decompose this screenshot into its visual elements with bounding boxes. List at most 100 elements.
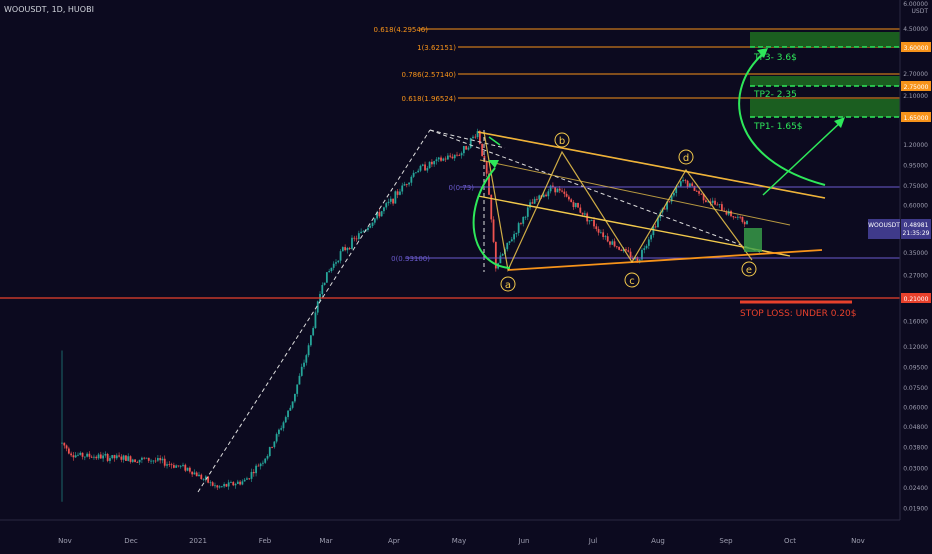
candle-body bbox=[321, 284, 324, 294]
candle-body bbox=[449, 155, 452, 157]
candle-body bbox=[684, 179, 687, 181]
time-label: Nov bbox=[58, 537, 72, 545]
candle-body bbox=[120, 456, 123, 460]
candle-body bbox=[636, 257, 639, 263]
tag-3.6: 3.60000 bbox=[904, 45, 929, 52]
candle-body bbox=[499, 255, 502, 264]
candle-body bbox=[739, 216, 742, 218]
candle-body bbox=[419, 165, 422, 171]
candle-body bbox=[291, 401, 294, 408]
candle-body bbox=[725, 211, 728, 215]
candle-body bbox=[248, 478, 251, 480]
fib-label-0618-top: 0.618(4.29546) bbox=[374, 26, 429, 34]
dash-line-down bbox=[429, 129, 761, 253]
stop-loss-label: STOP LOSS: UNDER 0.20$ bbox=[740, 309, 857, 319]
candle-body bbox=[67, 448, 70, 454]
wave-labels: a b c d e bbox=[500, 132, 757, 292]
candle-body bbox=[451, 156, 454, 159]
arc-arrow-right bbox=[738, 51, 826, 186]
candle-body bbox=[602, 232, 605, 237]
candle-body bbox=[673, 193, 675, 196]
candle-body bbox=[316, 301, 319, 313]
candle-body bbox=[154, 460, 157, 462]
candle-body bbox=[104, 453, 107, 456]
candle-body bbox=[83, 456, 86, 458]
candle-body bbox=[172, 465, 175, 468]
candle-body bbox=[545, 194, 547, 197]
candle-body bbox=[145, 457, 148, 459]
candle-body bbox=[195, 472, 198, 477]
candle-body bbox=[513, 234, 515, 240]
candle-body bbox=[166, 464, 168, 466]
candle-body bbox=[268, 447, 271, 457]
candle-body bbox=[346, 247, 349, 251]
price-label: 0.02400 bbox=[903, 485, 928, 492]
candle-body bbox=[424, 164, 426, 171]
candle-body bbox=[351, 237, 353, 249]
candle-body bbox=[730, 211, 732, 217]
tag-2.75: 2.75000 bbox=[904, 84, 929, 91]
candle-body bbox=[492, 219, 495, 242]
tag-0.21: 0.21000 bbox=[904, 296, 929, 303]
candle-body bbox=[86, 453, 89, 457]
candle-body bbox=[561, 190, 563, 192]
candle-body bbox=[389, 198, 392, 202]
candle-body bbox=[127, 456, 130, 461]
candle-body bbox=[412, 172, 415, 177]
candle-body bbox=[339, 251, 342, 261]
candle-body bbox=[95, 456, 98, 459]
candle-body bbox=[323, 282, 326, 285]
candle-body bbox=[243, 479, 246, 482]
candle-body bbox=[732, 216, 735, 218]
candle-body bbox=[273, 441, 276, 448]
candle-body bbox=[501, 254, 504, 256]
time-label: Aug bbox=[651, 537, 665, 545]
candle-body bbox=[456, 154, 458, 156]
candle-body bbox=[433, 161, 436, 165]
svg-text:a: a bbox=[505, 280, 511, 291]
price-label: 0.75000 bbox=[903, 183, 928, 190]
price-label: 0.16000 bbox=[903, 319, 928, 326]
countdown: 21:35:29 bbox=[903, 230, 930, 237]
arc-arrow-right-head bbox=[757, 48, 768, 58]
candle-body bbox=[175, 465, 178, 468]
candle-body bbox=[74, 455, 77, 458]
last-price-bg bbox=[901, 219, 931, 239]
candle-body bbox=[536, 198, 538, 200]
price-label: 0.07500 bbox=[903, 385, 928, 392]
candle-body bbox=[373, 218, 376, 223]
candle-body bbox=[141, 457, 143, 460]
candle-body bbox=[611, 241, 614, 245]
svg-text:d: d bbox=[683, 153, 689, 164]
candle-body bbox=[593, 219, 595, 227]
projection-dashes bbox=[197, 129, 761, 493]
candle-body bbox=[700, 193, 703, 195]
candle-body bbox=[371, 222, 374, 226]
forecast-arrows bbox=[472, 48, 845, 269]
wave-label-b: b bbox=[554, 132, 570, 148]
candle-body bbox=[716, 204, 719, 206]
candle-body bbox=[211, 482, 214, 486]
candle-body bbox=[362, 231, 365, 233]
tp2-label: TP2- 2.35 bbox=[753, 90, 797, 100]
candle-body bbox=[113, 455, 116, 459]
candle-body bbox=[552, 185, 554, 187]
time-scale[interactable]: Nov Dec 2021 Feb Mar Apr May Jun Jul Aug Sep Oct Nov bbox=[0, 519, 932, 550]
candle-body bbox=[549, 185, 552, 192]
candle-body bbox=[337, 260, 340, 263]
candle-body bbox=[410, 176, 413, 183]
straight-arrow bbox=[762, 119, 844, 196]
candle-body bbox=[570, 199, 573, 203]
candle-body bbox=[606, 236, 609, 242]
candle-body bbox=[577, 202, 579, 208]
candle-body bbox=[558, 188, 561, 191]
candle-body bbox=[147, 457, 150, 461]
candle-body bbox=[168, 464, 171, 466]
candle-body bbox=[367, 227, 369, 231]
candle-body bbox=[184, 464, 187, 471]
candle-body bbox=[652, 226, 655, 236]
candle-body bbox=[259, 463, 262, 467]
price-scale[interactable]: 6.00000 USDT 4.50000 2.70000 2.10000 1.2000… bbox=[899, 0, 932, 532]
svg-text:b: b bbox=[559, 136, 565, 147]
